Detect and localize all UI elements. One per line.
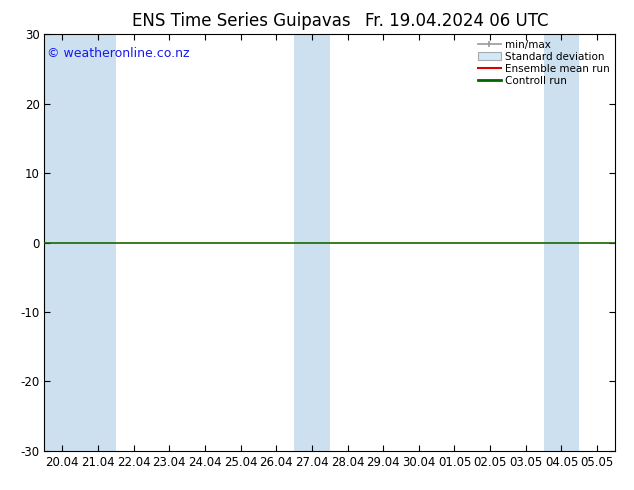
Bar [294, 34, 330, 451]
Text: ENS Time Series Guipavas: ENS Time Series Guipavas [132, 12, 350, 30]
Text: © weatheronline.co.nz: © weatheronline.co.nz [48, 47, 190, 60]
Bar [543, 34, 579, 451]
Bar [44, 34, 80, 451]
Text: Fr. 19.04.2024 06 UTC: Fr. 19.04.2024 06 UTC [365, 12, 548, 30]
Legend: min/max, Standard deviation, Ensemble mean run, Controll run: min/max, Standard deviation, Ensemble me… [476, 37, 612, 88]
Bar [80, 34, 116, 451]
